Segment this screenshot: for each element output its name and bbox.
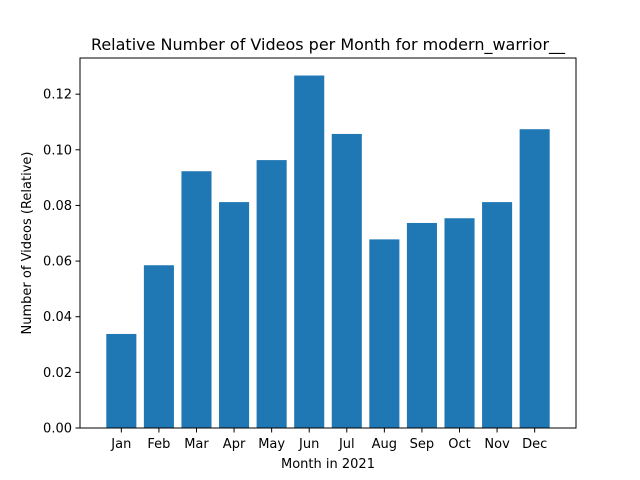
x-axis: Jan Feb Mar Apr May Jun Jul Aug Sep Oct Nov Dec (110, 428, 547, 452)
x-tick-label: Mar (184, 437, 209, 452)
bar-may (256, 160, 287, 428)
bar-sep (406, 222, 437, 428)
y-tick-label: 0.00 (43, 422, 72, 437)
x-tick-label: Apr (223, 437, 246, 452)
x-tick-label: Sep (410, 437, 435, 452)
y-tick-label: 0.06 (43, 255, 72, 270)
x-tick-label: Dec (522, 437, 547, 452)
x-tick-label: Jul (338, 437, 355, 452)
bar-mar (181, 171, 212, 428)
plot-frame (79, 57, 577, 429)
x-tick-label: Jun (298, 437, 319, 452)
y-tick-label: 0.08 (43, 199, 72, 214)
x-tick-label: Feb (147, 437, 170, 452)
x-axis-label: Month in 2021 (281, 457, 375, 472)
x-tick-label: Oct (448, 437, 470, 452)
y-tick-label: 0.04 (43, 310, 72, 325)
y-axis: 0.00 0.02 0.04 0.06 0.08 0.10 0.12 (43, 88, 80, 437)
x-tick-label: Jan (110, 437, 131, 452)
bar-feb (143, 265, 174, 428)
x-tick-label: Aug (372, 437, 397, 452)
x-tick-label: May (258, 437, 285, 452)
bars-group (106, 75, 550, 429)
bar-jan (106, 333, 137, 428)
bar-jun (294, 75, 325, 429)
bar-aug (369, 239, 400, 428)
y-axis-label: Number of Videos (Relative) (20, 152, 35, 335)
chart-title: Relative Number of Videos per Month for … (91, 35, 566, 55)
y-tick-label: 0.10 (43, 143, 72, 158)
bar-nov (482, 202, 513, 428)
bar-jul (331, 133, 362, 428)
x-tick-label: Nov (484, 437, 510, 452)
bar-dec (519, 129, 550, 428)
y-tick-label: 0.12 (43, 88, 72, 103)
bar-oct (444, 218, 475, 428)
y-tick-label: 0.02 (43, 366, 72, 381)
bar-apr (219, 202, 250, 428)
